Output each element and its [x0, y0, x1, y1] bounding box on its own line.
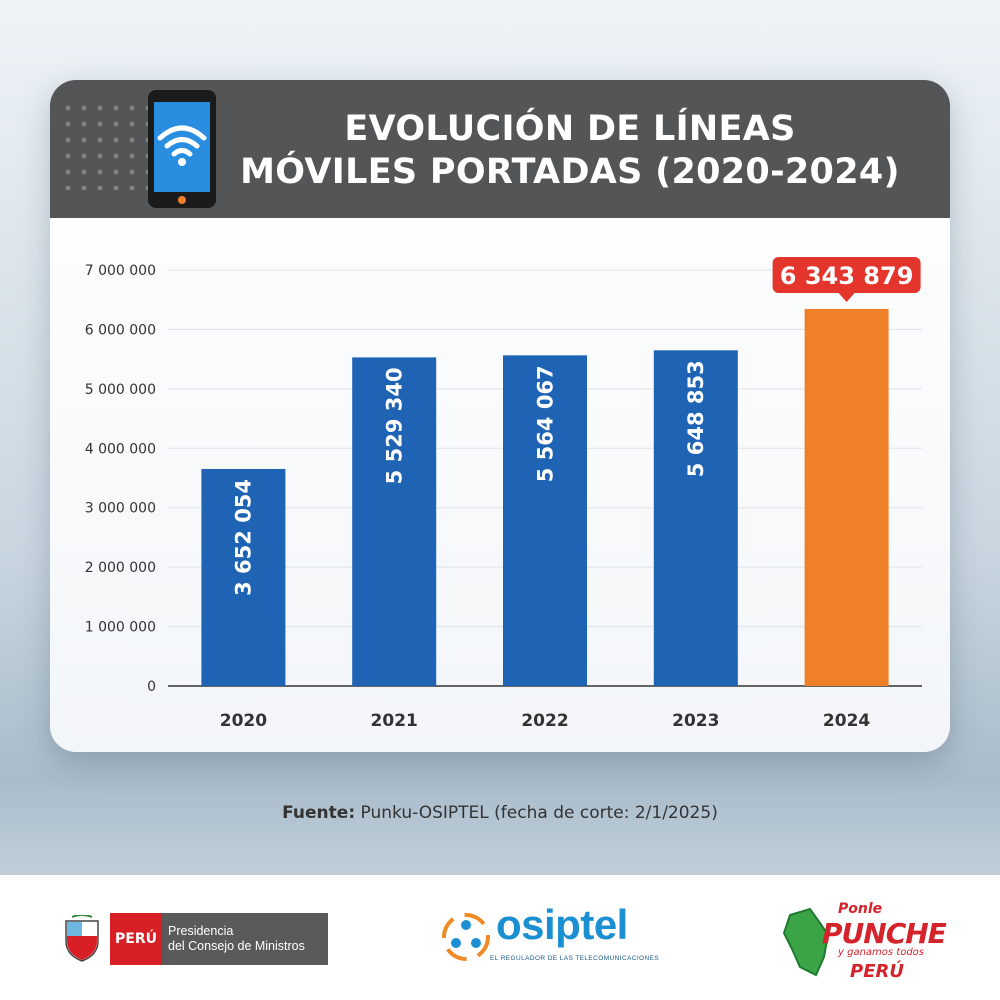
y-tick-label: 6 000 000	[85, 322, 156, 338]
smartphone-wifi-icon	[148, 90, 216, 208]
chart-title: EVOLUCIÓN DE LÍNEAS MÓVILES PORTADAS (20…	[220, 108, 920, 194]
y-tick-label: 4 000 000	[85, 441, 156, 457]
pcm-line-2: del Consejo de Ministros	[168, 939, 305, 953]
pcm-line-1: Presidencia	[168, 924, 234, 938]
chart-card: EVOLUCIÓN DE LÍNEAS MÓVILES PORTADAS (20…	[50, 80, 950, 752]
y-tick-label: 3 000 000	[85, 501, 156, 517]
bar-2023	[653, 350, 738, 686]
peru-map-icon	[782, 907, 830, 977]
peru-shield-icon	[65, 915, 99, 962]
y-tick-label: 0	[147, 679, 156, 695]
x-tick-label: 2023	[672, 711, 719, 731]
punche-line-3: y ganamos todos	[838, 947, 925, 958]
bar-2022	[503, 355, 587, 686]
data-label-2021: 5 529 340	[383, 367, 407, 484]
peru-label: PERÚ	[110, 913, 162, 965]
source-text: Punku-OSIPTEL (fecha de corte: 2/1/2025)	[360, 803, 718, 823]
data-label-2022: 5 564 067	[533, 365, 557, 482]
data-label-2024: 6 343 879	[780, 262, 914, 290]
y-tick-label: 1 000 000	[85, 620, 156, 636]
y-tick-label: 2 000 000	[85, 560, 156, 576]
pcm-label: Presidencia del Consejo de Ministros	[162, 913, 328, 965]
x-tick-label: 2020	[220, 711, 267, 731]
osiptel-tagline: EL REGULADOR DE LAS TELECOMUNICACIONES	[490, 955, 660, 962]
footer: PERÚ Presidencia del Consejo de Ministro…	[0, 875, 1000, 1000]
ponle-punche-logo: Ponle PUNCHE y ganamos todos PERÚ	[780, 897, 947, 989]
data-label-2023: 5 648 853	[684, 360, 708, 477]
bar-chart: 0 1 000 000 2 000 000 3 000 000 4 000 000 5 0…	[85, 256, 922, 731]
x-tick-label: 2024	[823, 711, 870, 731]
y-tick-label: 7 000 000	[85, 263, 156, 279]
punche-line-1: Ponle	[838, 901, 883, 917]
source-label: Fuente:	[282, 803, 356, 823]
chart-title-line-1: EVOLUCIÓN DE LÍNEAS	[344, 109, 796, 149]
chart-header: EVOLUCIÓN DE LÍNEAS MÓVILES PORTADAS (20…	[50, 80, 950, 218]
data-label-2020: 3 652 054	[232, 479, 256, 596]
osiptel-name: osiptel	[496, 901, 628, 948]
y-tick-label: 5 000 000	[85, 382, 156, 398]
osiptel-emblem-icon	[442, 913, 490, 961]
bar-2020	[201, 468, 286, 686]
callout-box	[772, 256, 921, 293]
x-tick-label: 2022	[521, 711, 568, 731]
x-tick-label: 2021	[371, 711, 418, 731]
callout-pointer	[838, 292, 855, 302]
osiptel-logo: osiptel EL REGULADOR DE LAS TELECOMUNICA…	[440, 901, 660, 975]
bar-2024	[804, 308, 889, 686]
chart-title-line-2: MÓVILES PORTADAS (2020-2024)	[240, 152, 900, 192]
punche-line-2: PUNCHE	[822, 917, 947, 950]
punche-line-4: PERÚ	[850, 961, 904, 982]
peru-pcm-logo: PERÚ Presidencia del Consejo de Ministro…	[62, 913, 328, 965]
bar-2021	[352, 357, 437, 686]
source-note: Fuente: Punku-OSIPTEL (fecha de corte: 2…	[0, 803, 1000, 823]
